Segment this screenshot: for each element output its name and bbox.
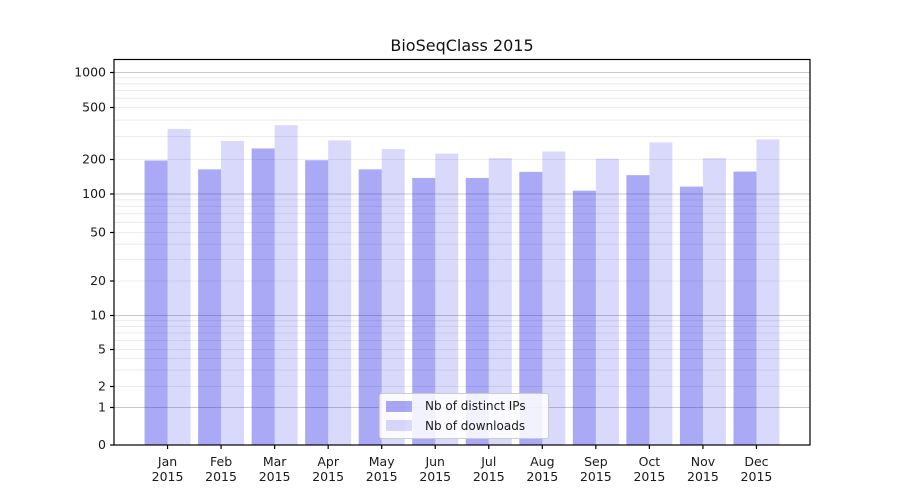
x-tick-label-month: Jan bbox=[157, 454, 177, 469]
legend-label-downloads: Nb of downloads bbox=[425, 418, 526, 433]
x-tick-label-year: 2015 bbox=[419, 469, 451, 484]
chart-title: BioSeqClass 2015 bbox=[390, 36, 534, 55]
bar-nov-ips bbox=[679, 186, 703, 445]
legend: Nb of distinct IPs Nb of downloads bbox=[379, 393, 549, 439]
bar-dec-ips bbox=[733, 171, 757, 445]
x-tick-label-year: 2015 bbox=[366, 469, 398, 484]
x-tick-label-year: 2015 bbox=[741, 469, 773, 484]
bar-apr-ips bbox=[305, 160, 329, 445]
bar-aug-ips bbox=[519, 171, 543, 445]
plot-border bbox=[113, 58, 811, 446]
x-tick-label-month: Feb bbox=[210, 454, 232, 469]
y-tick-label: 5 bbox=[98, 342, 106, 357]
x-tick-label-month: Aug bbox=[530, 454, 554, 469]
bar-jan-downloads bbox=[167, 129, 191, 445]
bar-jul-downloads bbox=[488, 158, 512, 445]
x-tick-label-year: 2015 bbox=[205, 469, 237, 484]
bar-jan-ips bbox=[144, 160, 168, 445]
x-tick-label-month: Oct bbox=[639, 454, 661, 469]
bar-may-ips bbox=[358, 169, 382, 445]
x-tick-label-month: Jul bbox=[480, 454, 496, 469]
legend-swatch-distinct-ips bbox=[386, 400, 412, 412]
bar-apr-downloads bbox=[328, 140, 352, 445]
y-tick-label: 20 bbox=[90, 273, 106, 288]
x-tick-label-year: 2015 bbox=[152, 469, 184, 484]
x-tick-label-month: Nov bbox=[691, 454, 716, 469]
bar-jun-ips bbox=[412, 177, 436, 446]
bar-oct-ips bbox=[626, 175, 650, 445]
y-tick-label: 1000 bbox=[74, 65, 106, 80]
x-tick-label-month: Sep bbox=[584, 454, 608, 469]
x-tick-label-month: May bbox=[369, 454, 395, 469]
legend-label-distinct-ips: Nb of distinct IPs bbox=[425, 399, 526, 414]
x-tick-label-year: 2015 bbox=[687, 469, 719, 484]
bar-aug-downloads bbox=[542, 151, 566, 446]
x-tick-label-month: Dec bbox=[744, 454, 768, 469]
y-tick-label: 100 bbox=[82, 186, 106, 201]
x-tick-label-year: 2015 bbox=[312, 469, 344, 484]
x-tick-label-month: Mar bbox=[263, 454, 287, 469]
legend-row-distinct-ips: Nb of distinct IPs bbox=[386, 397, 542, 415]
legend-row-downloads: Nb of downloads bbox=[386, 417, 542, 435]
y-tick-label: 500 bbox=[82, 100, 106, 115]
y-tick-label: 200 bbox=[82, 152, 106, 167]
x-tick-label-year: 2015 bbox=[473, 469, 505, 484]
y-tick-label: 50 bbox=[90, 225, 106, 240]
x-tick-label-month: Jun bbox=[424, 454, 445, 469]
bar-oct-downloads bbox=[649, 142, 673, 445]
x-tick-label-year: 2015 bbox=[526, 469, 558, 484]
bar-sep-downloads bbox=[595, 158, 619, 445]
x-tick-label-year: 2015 bbox=[580, 469, 612, 484]
y-tick-label: 10 bbox=[90, 308, 106, 323]
x-tick-label-year: 2015 bbox=[633, 469, 665, 484]
bar-sep-ips bbox=[572, 190, 596, 445]
bar-jul-ips bbox=[465, 177, 489, 446]
bar-feb-downloads bbox=[221, 141, 245, 445]
bar-feb-ips bbox=[198, 169, 222, 445]
legend-swatch-downloads bbox=[386, 420, 412, 432]
bar-jun-downloads bbox=[435, 153, 459, 445]
x-tick-label-year: 2015 bbox=[259, 469, 291, 484]
bar-dec-downloads bbox=[756, 139, 780, 445]
bar-may-downloads bbox=[381, 149, 405, 446]
y-tick-label: 2 bbox=[98, 379, 106, 394]
bar-mar-downloads bbox=[274, 125, 298, 445]
x-tick-label-month: Apr bbox=[317, 454, 339, 469]
bar-mar-ips bbox=[251, 148, 275, 445]
bar-nov-downloads bbox=[702, 158, 726, 445]
y-tick-label: 1 bbox=[98, 400, 106, 415]
y-tick-label: 0 bbox=[98, 437, 106, 452]
